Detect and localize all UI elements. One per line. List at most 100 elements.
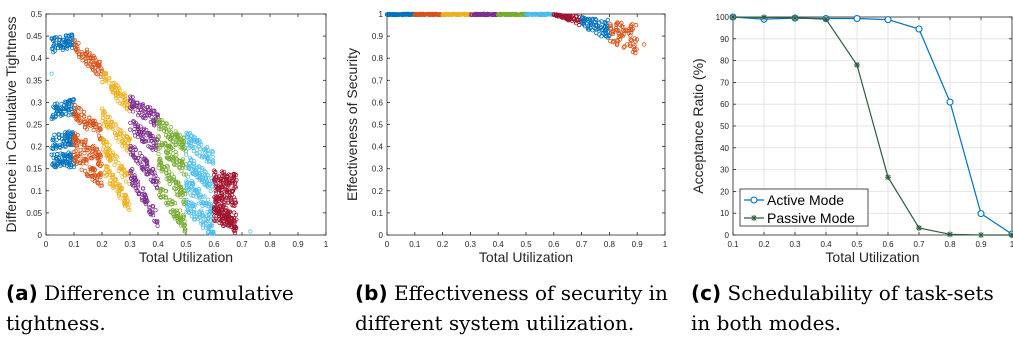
scatter-point bbox=[602, 20, 607, 26]
scatter-point bbox=[166, 200, 171, 205]
scatter-point bbox=[631, 45, 636, 50]
x-tick-label: 0.8 bbox=[944, 240, 956, 249]
scatter-point bbox=[141, 108, 146, 114]
scatter-point bbox=[79, 139, 84, 144]
scatter-point bbox=[108, 172, 113, 177]
scatter-point bbox=[594, 26, 599, 32]
scatter-point bbox=[214, 204, 219, 209]
scatter-point bbox=[139, 165, 144, 170]
scatter-point bbox=[78, 147, 83, 153]
scatter-point bbox=[185, 174, 191, 179]
scatter-point bbox=[117, 88, 122, 93]
scatter-point bbox=[217, 220, 222, 225]
scatter-point bbox=[61, 139, 66, 144]
data-point bbox=[978, 232, 984, 238]
scatter-point bbox=[157, 156, 162, 161]
scatter-point bbox=[182, 219, 187, 224]
scatter-point bbox=[84, 58, 89, 63]
scatter-point bbox=[171, 177, 177, 182]
scatter-point bbox=[593, 17, 599, 23]
scatter-point bbox=[87, 115, 92, 120]
scatter-point bbox=[75, 151, 80, 156]
scatter-point bbox=[54, 40, 59, 46]
legend-label: Passive Mode bbox=[767, 210, 855, 226]
scatter-point bbox=[155, 185, 160, 190]
scatter-point bbox=[74, 117, 79, 122]
caption-c-text: Schedulability of task-sets bbox=[721, 281, 994, 305]
scatter-point bbox=[84, 47, 90, 52]
scatter-point bbox=[140, 136, 145, 141]
scatter-point bbox=[119, 193, 124, 198]
scatter-point bbox=[79, 167, 84, 172]
scatter-point bbox=[72, 109, 77, 114]
caption-b-text-2: different system utilization. bbox=[355, 311, 635, 335]
scatter-point bbox=[117, 131, 122, 136]
scatter-point bbox=[622, 44, 627, 49]
scatter-point bbox=[234, 177, 239, 183]
scatter-point bbox=[166, 150, 171, 155]
scatter-point bbox=[49, 46, 54, 51]
scatter-point bbox=[52, 132, 57, 137]
scatter-point bbox=[125, 201, 130, 206]
scatter-point bbox=[567, 16, 573, 22]
x-tick-label: 1 bbox=[663, 240, 668, 249]
scatter-point bbox=[49, 116, 54, 121]
scatter-point bbox=[96, 160, 101, 165]
scatter-point bbox=[191, 149, 196, 154]
scatter-point bbox=[183, 227, 188, 232]
scatter-point bbox=[498, 11, 503, 17]
x-tick-label: 0 bbox=[44, 240, 49, 249]
scatter-point bbox=[205, 156, 210, 161]
scatter-point bbox=[602, 31, 607, 37]
scatter-point bbox=[193, 138, 198, 143]
scatter-point bbox=[136, 130, 141, 135]
scatter-point bbox=[90, 119, 96, 124]
scatter-point bbox=[605, 29, 610, 34]
scatter-point bbox=[229, 199, 234, 204]
scatter-point bbox=[125, 198, 130, 204]
scatter-point bbox=[137, 151, 143, 156]
scatter-point bbox=[485, 12, 490, 17]
scatter-point bbox=[435, 12, 440, 17]
scatter-point bbox=[144, 169, 149, 174]
scatter-point bbox=[124, 133, 129, 139]
scatter-point bbox=[203, 202, 208, 207]
scatter-point bbox=[604, 23, 609, 29]
scatter-point bbox=[209, 210, 214, 215]
caption-b-text: Effectiveness of security in bbox=[387, 281, 668, 305]
scatter-point bbox=[76, 153, 81, 158]
scatter-point bbox=[214, 185, 219, 190]
scatter-point bbox=[186, 131, 191, 136]
scatter-point bbox=[200, 167, 205, 172]
scatter-point bbox=[232, 184, 237, 189]
y-tick-label: 0 bbox=[379, 231, 384, 240]
scatter-point bbox=[215, 202, 220, 207]
scatter-point bbox=[197, 170, 202, 176]
scatter-point bbox=[248, 229, 253, 234]
scatter-point bbox=[177, 165, 182, 170]
scatter-point bbox=[88, 152, 93, 157]
scatter-point bbox=[112, 130, 117, 135]
scatter-point bbox=[116, 93, 121, 98]
scatter-point bbox=[122, 93, 127, 99]
scatter-point bbox=[60, 152, 65, 157]
scatter-point bbox=[178, 194, 183, 199]
x-tick-label: 0.8 bbox=[264, 240, 276, 249]
scatter-point bbox=[91, 128, 96, 133]
scatter-point bbox=[103, 118, 108, 123]
scatter-point bbox=[173, 129, 178, 134]
scatter-point bbox=[169, 172, 174, 177]
scatter-point bbox=[205, 173, 210, 178]
scatter-point bbox=[221, 223, 226, 229]
scatter-point bbox=[53, 114, 58, 120]
x-tick-label: 0.9 bbox=[632, 240, 644, 249]
y-tick-label: 0.8 bbox=[372, 54, 384, 63]
scatter-point bbox=[209, 224, 214, 229]
scatter-point bbox=[58, 145, 63, 150]
scatter-point bbox=[63, 156, 68, 161]
scatter-point bbox=[621, 45, 626, 50]
scatter-point bbox=[135, 108, 140, 113]
scatter-point bbox=[150, 203, 155, 209]
scatter-point bbox=[135, 184, 140, 189]
scatter-point bbox=[212, 218, 217, 223]
